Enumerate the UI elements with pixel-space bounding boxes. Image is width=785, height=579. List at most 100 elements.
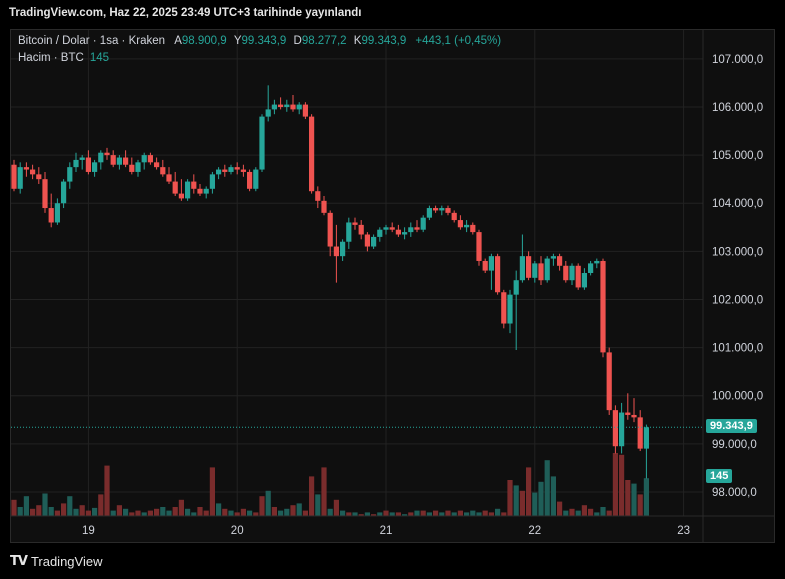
volume-bar [358,514,364,516]
candle-body [364,234,370,247]
candle-body [395,229,401,235]
volume-value: 145 [89,52,109,64]
candle-body [67,167,73,182]
volume-bar [321,467,327,516]
volume-bar [253,512,259,516]
y-tick-label: 106.000,0 [712,102,763,114]
volume-bar [575,510,581,516]
open-label: A [174,35,182,47]
volume-bar [222,508,228,516]
volume-bar [141,512,147,516]
published-header: TradingView.com, Haz 22, 2025 23:49 UTC+… [9,7,362,19]
volume-bar [147,510,153,516]
candle-body [284,104,290,107]
candle-body [315,191,321,201]
candle-body [135,162,141,172]
candle-body [296,104,302,110]
candle-body [197,188,203,194]
volume-bar [526,467,532,516]
candle-body [464,224,470,228]
candle-body [451,212,457,221]
volume-bar [92,507,98,516]
volume-bar [197,507,203,516]
x-tick-label: 22 [528,525,541,537]
candle-body [426,208,432,218]
last-volume-tag: 145 [706,469,733,483]
candle-body [612,410,618,447]
volume-bar [290,505,296,516]
candle-body [371,236,377,247]
chart-panel[interactable] [10,29,775,543]
volume-bar [563,510,569,516]
volume-bar [501,512,507,516]
volume-bar [172,507,178,516]
close-label: K [353,35,362,47]
candle-body [445,208,451,213]
volume-bar [619,454,625,516]
volume-bar [327,508,333,516]
candle-body [61,181,67,204]
candle-body [495,256,501,293]
candle-body [340,241,346,257]
candle-body [302,104,308,117]
volume-bar [389,512,395,516]
x-tick-label: 19 [82,525,95,537]
candle-body [116,157,122,165]
candle-body [569,265,575,281]
candle-body [581,273,587,288]
volume-bar [216,503,222,516]
volume-bar [588,508,594,516]
volume-bar [439,512,445,516]
volume-bar [85,510,91,516]
candle-body [389,227,395,230]
candle-body [154,162,160,168]
volume-bar [36,505,42,516]
symbol-label[interactable]: Bitcoin / Dolar · 1sa · Kraken [18,35,166,47]
volume-bar [129,512,135,516]
candle-body [178,193,184,199]
volume-bar [519,490,525,516]
volume-label[interactable]: Hacim · BTC [18,52,84,64]
volume-bar [309,476,315,516]
volume-bar [278,510,284,516]
candle-body [160,167,166,175]
candle-body [433,208,439,211]
volume-bar [110,510,116,516]
candle-body [563,265,569,281]
candle-body [526,256,532,278]
candle-body [544,258,550,281]
volume-bar [42,493,48,516]
candle-body [631,414,637,418]
volume-bar [116,505,122,516]
candle-body [147,155,153,163]
volume-bar [482,510,488,516]
volume-bar [495,508,501,516]
candle-body [637,417,643,449]
candle-body [222,169,228,172]
candle-body [11,164,17,189]
volume-bar [228,510,234,516]
candle-body [377,229,383,237]
volume-bar [420,510,426,516]
volume-bar [61,503,67,516]
candle-body [290,104,296,110]
volume-bar [451,512,457,516]
candle-body [253,169,259,189]
volume-bar [240,508,246,516]
tradingview-logo[interactable]: 𝗧𝗩 TradingView [10,553,102,569]
close-value: 99.343,9 [361,35,407,47]
volume-bar [352,512,358,516]
volume-bar [464,512,470,516]
volume-bar [346,512,352,516]
volume-bar [265,490,271,516]
candle-body [600,260,606,353]
candle-body [110,155,116,165]
candle-body [619,412,625,447]
candle-body [166,174,172,182]
candle-body [265,109,271,117]
candle-body [92,162,98,172]
volume-bar [135,510,141,516]
candle-body [408,227,414,233]
volume-bar [67,496,73,516]
